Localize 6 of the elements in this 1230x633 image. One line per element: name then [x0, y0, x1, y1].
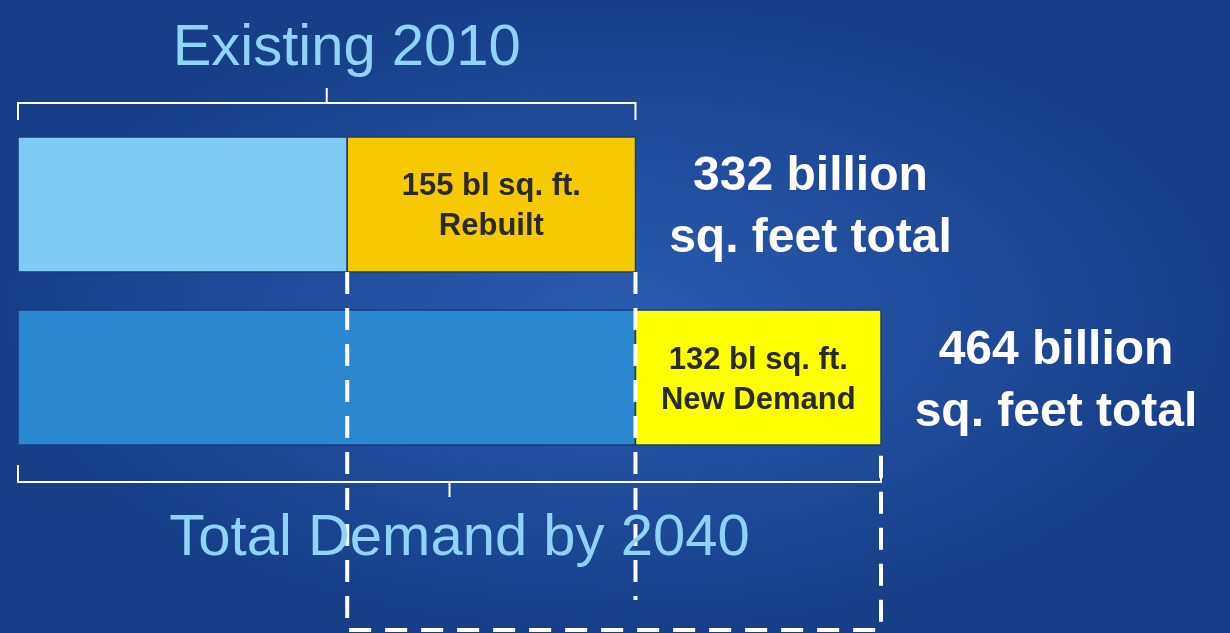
- total-label: 332 billion sq. feet total: [669, 147, 952, 263]
- data-label: 132 bl sq. ft. New Demand: [660, 340, 856, 416]
- text: Existing 2010: [172, 12, 521, 77]
- data-label: 155 bl sq. ft. Rebuilt: [401, 167, 581, 243]
- text: Total Demand by 2040: [169, 502, 750, 567]
- total-label: 464 billion sq. feet total: [914, 320, 1198, 436]
